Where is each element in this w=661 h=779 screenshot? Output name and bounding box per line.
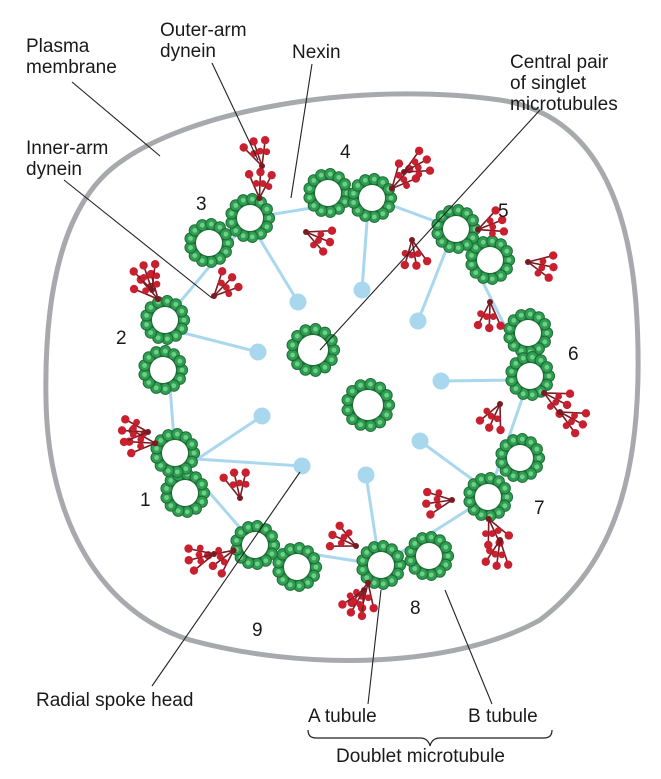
dynein-arm <box>211 267 243 299</box>
radial-spoke-head <box>433 373 450 390</box>
inner-arm-dynein-label: Inner-arm dynein <box>26 138 108 180</box>
outer-arm-dynein-label: Outer-arm dynein <box>160 20 247 62</box>
central-singlet-microtubule <box>287 324 340 377</box>
radial-spoke <box>418 240 450 321</box>
doublet-number-2: 2 <box>116 328 127 350</box>
b-tubule-leader <box>445 590 492 704</box>
radial-spoke-head <box>250 344 267 361</box>
dynein-arm <box>422 488 455 519</box>
a-tubule <box>141 296 190 345</box>
b-tubule <box>185 219 234 268</box>
dynein-arm <box>525 251 558 282</box>
a-tubule <box>357 541 406 590</box>
nexin-label: Nexin <box>292 42 341 63</box>
central-singlet-microtubule <box>342 379 395 432</box>
dynein-arm <box>401 147 434 178</box>
a-tubule-label: A tubule <box>308 706 377 727</box>
doublet-number-4: 4 <box>340 142 351 164</box>
a-tubule <box>348 174 397 223</box>
doublet-number-7: 7 <box>534 498 545 520</box>
dynein-arm <box>476 401 505 434</box>
radial-spoke <box>196 416 262 460</box>
doublet-microtubule-label: Doublet microtubule <box>336 746 505 767</box>
radial-spoke-head <box>358 467 375 484</box>
central-pair-label: Central pair of singlet microtubules <box>510 52 618 115</box>
dynein-arm <box>303 227 336 256</box>
doublet-number-5: 5 <box>498 201 509 223</box>
dynein-arm <box>184 544 217 574</box>
radial-spoke-head <box>294 458 311 475</box>
radial-spoke-head-label: Radial spoke head <box>36 690 193 711</box>
radial-spoke-head <box>290 294 307 311</box>
b-tubule <box>496 434 545 483</box>
doublet-number-3: 3 <box>196 194 207 216</box>
a-tubule <box>464 473 513 522</box>
a-tubule <box>151 429 200 478</box>
dynein-arm <box>326 522 359 551</box>
radial-spoke-head <box>410 313 427 330</box>
radial-spoke-head <box>412 433 429 450</box>
dynein-arm <box>557 409 590 437</box>
outer-arm-dynein <box>204 547 237 578</box>
radial-spoke-head <box>254 408 271 425</box>
b-tubule <box>139 346 188 395</box>
radial-spoke-head <box>354 282 371 299</box>
plasma-membrane-label: Plasma membrane <box>26 36 117 78</box>
doublet-number-8: 8 <box>410 598 421 620</box>
a-tubule <box>226 194 275 243</box>
doublet-brace <box>308 730 552 746</box>
dynein-arm <box>401 237 432 270</box>
dynein-arm <box>219 468 249 501</box>
b-tubule <box>504 309 553 358</box>
b-tubule <box>405 532 454 581</box>
b-tubule <box>273 543 322 592</box>
doublet-number-9: 9 <box>252 620 263 642</box>
doublet-number-6: 6 <box>568 344 579 366</box>
dynein-arm <box>338 587 367 620</box>
b-tubule-label: B tubule <box>468 706 538 727</box>
doublet-number-1: 1 <box>140 490 151 512</box>
b-tubule <box>304 169 353 218</box>
